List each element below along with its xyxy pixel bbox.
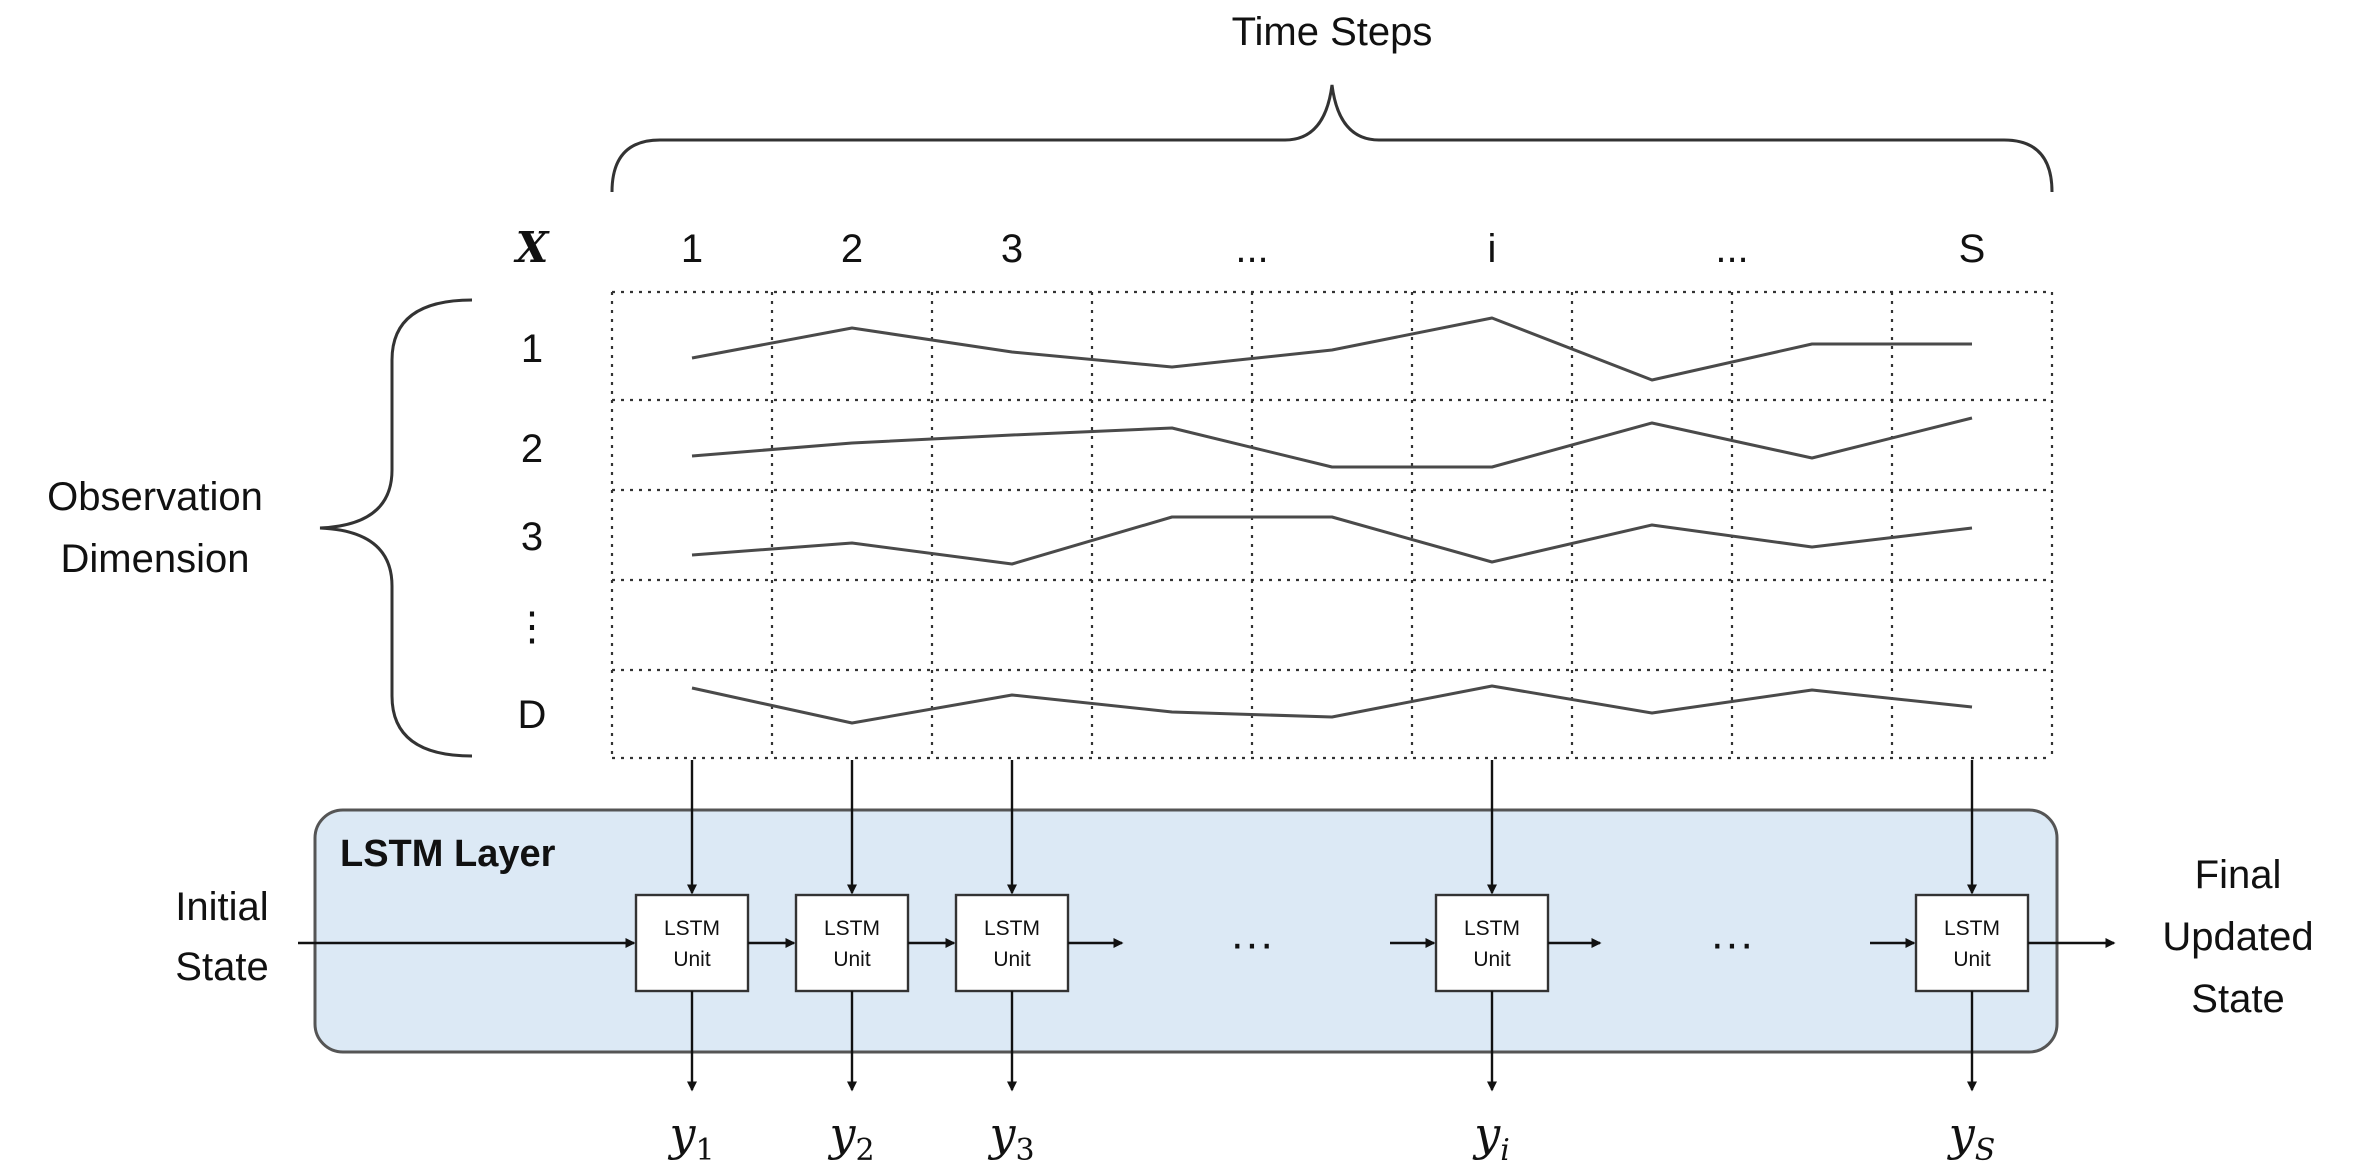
output-label: y1	[667, 1107, 714, 1165]
lstm-layer-box	[313, 808, 2059, 1054]
time-steps-brace	[610, 84, 2054, 193]
lstm-unit-box	[634, 893, 750, 993]
lstm-unit-label: LSTM	[984, 917, 1040, 940]
column-label: ...	[1235, 227, 1268, 271]
lstm-units: LSTM Unit LSTM Unit LSTM Unit LSTM Unit …	[634, 893, 2030, 993]
output-label: y2	[827, 1107, 874, 1165]
observation-label-line1: Observation	[47, 475, 263, 519]
column-label: 3	[1001, 227, 1023, 271]
final-state-line3: State	[2191, 977, 2284, 1021]
lstm-unit: LSTM Unit	[954, 893, 1070, 993]
lstm-unit-label: Unit	[1473, 948, 1511, 971]
lstm-unit-label: LSTM	[824, 917, 880, 940]
output-label-subscript: i	[1500, 1133, 1510, 1165]
lstm-unit-box	[1434, 893, 1550, 993]
lstm-unit-box	[794, 893, 910, 993]
lstm-unit-label: Unit	[833, 948, 871, 971]
observation-series	[691, 316, 1973, 725]
lstm-layer-title: LSTM Layer	[340, 833, 556, 875]
series-line-row-d	[691, 684, 1973, 725]
series-line-row-1	[691, 316, 1972, 382]
column-label: 2	[841, 227, 863, 271]
lstm-unit-label: LSTM	[664, 917, 720, 940]
x-symbol: X	[513, 223, 550, 272]
lstm-unit-label: Unit	[1953, 948, 1991, 971]
lstm-unit-box	[1914, 893, 2030, 993]
output-label-base: y	[667, 1107, 696, 1161]
lstm-unit-label: Unit	[673, 948, 711, 971]
observation-brace	[319, 298, 473, 758]
row-label: 3	[521, 515, 543, 559]
row-labels: 1 2 3 ⋮ D	[512, 327, 552, 737]
column-label: 1	[681, 227, 703, 271]
units-ellipsis: ···	[1710, 919, 1754, 968]
input-arrows	[687, 760, 1977, 895]
lstm-unit: LSTM Unit	[1434, 893, 1550, 993]
output-label-base: y	[827, 1107, 856, 1161]
row-label: 1	[521, 327, 543, 371]
output-arrows	[687, 991, 1977, 1092]
initial-state-line1: Initial	[175, 885, 268, 929]
lstm-unit: LSTM Unit	[1914, 893, 2030, 993]
lstm-unit-box	[954, 893, 1070, 993]
output-label-subscript: 2	[855, 1133, 874, 1165]
final-state-line1: Final	[2195, 853, 2282, 897]
row-label: 2	[521, 427, 543, 471]
output-label-subscript: S	[1975, 1133, 1996, 1165]
observation-label-line2: Dimension	[61, 537, 250, 581]
units-ellipsis: ···	[1230, 919, 1274, 968]
output-label-base: y	[1947, 1107, 1976, 1161]
output-label: yi	[1472, 1107, 1510, 1165]
column-label: i	[1488, 227, 1497, 271]
series-line-row-2	[691, 416, 1973, 469]
output-label-subscript: 3	[1015, 1133, 1034, 1165]
output-label-subscript: 1	[695, 1133, 714, 1165]
time-steps-label: Time Steps	[1232, 10, 1433, 54]
lstm-unit: LSTM Unit	[794, 893, 910, 993]
output-label: y3	[987, 1107, 1034, 1165]
row-label: D	[518, 693, 547, 737]
row-label: ⋮	[512, 605, 552, 649]
lstm-unit-label: Unit	[993, 948, 1031, 971]
lstm-unit-label: LSTM	[1464, 917, 1520, 940]
column-label: ...	[1715, 227, 1748, 271]
final-state-line2: Updated	[2162, 915, 2313, 959]
output-labels: y1 y2 y3 yi yS	[667, 1107, 1995, 1165]
lstm-unit-label: LSTM	[1944, 917, 2000, 940]
column-label: S	[1959, 227, 1986, 271]
series-line-row-3	[691, 515, 1973, 566]
output-label-base: y	[1472, 1107, 1501, 1161]
observation-grid	[610, 290, 2054, 760]
output-label: yS	[1947, 1107, 1996, 1165]
lstm-unit: LSTM Unit	[634, 893, 750, 993]
output-label-base: y	[987, 1107, 1016, 1161]
initial-state-line2: State	[175, 945, 268, 989]
column-labels: 1 2 3 ... i ... S	[681, 227, 1985, 271]
